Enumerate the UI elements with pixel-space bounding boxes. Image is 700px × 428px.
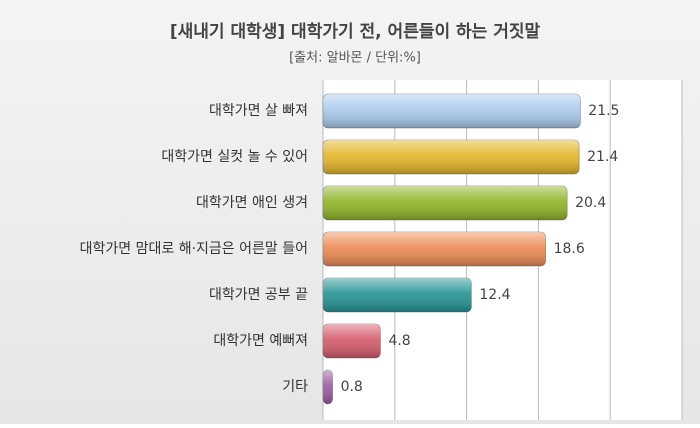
value-label: 18.6 (554, 241, 585, 257)
y-tick-label: 대학가면 애인 생겨 (196, 195, 308, 211)
value-label: 12.4 (479, 287, 510, 303)
y-tick-label: 대학가면 실컷 놀 수 있어 (161, 149, 308, 165)
value-label: 4.8 (388, 333, 410, 349)
value-label: 21.5 (588, 103, 619, 119)
chart-title: [새내기 대학생] 대학가기 전, 어른들이 하는 거짓말 (170, 21, 541, 42)
y-tick-label: 대학가면 맘대로 해·지금은 어른말 들어 (80, 241, 308, 257)
bar-shine (323, 278, 472, 312)
value-label: 21.4 (587, 149, 618, 165)
bar-shine (323, 232, 546, 266)
bar-shine (323, 370, 333, 404)
value-label: 20.4 (575, 195, 606, 211)
y-tick-label: 대학가면 예뻐져 (213, 333, 308, 349)
y-tick-label: 대학가면 살 빠져 (209, 103, 308, 119)
y-tick-label: 기타 (282, 379, 308, 395)
bar-shine (323, 140, 580, 174)
y-tick-label: 대학가면 공부 끝 (209, 287, 308, 303)
bar-shine (323, 94, 581, 128)
value-label: 0.8 (341, 379, 363, 395)
bar-shine (323, 324, 381, 358)
chart-subtitle: [출처: 알바몬 / 단위:%] (289, 51, 421, 66)
bar-shine (323, 186, 568, 220)
